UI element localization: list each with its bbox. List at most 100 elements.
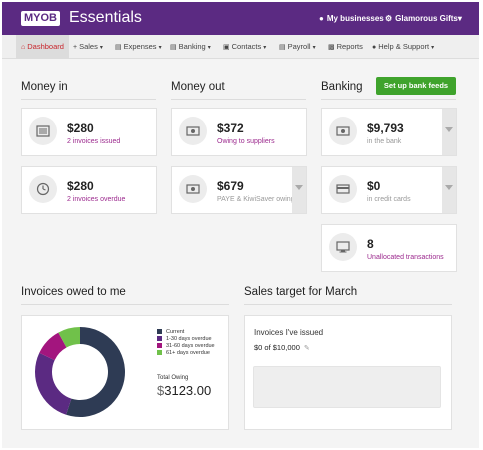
invoices-overdue-link[interactable]: 2 invoices overdue — [67, 196, 126, 203]
bank-expand-toggle[interactable] — [442, 109, 456, 155]
money-icon — [179, 117, 207, 145]
unallocated-link[interactable]: Unallocated transactions — [367, 254, 444, 261]
sales-target-progress: $0 of $10,000 ✎ — [254, 343, 310, 352]
user-icon: ● — [319, 14, 324, 23]
donut-slice-1-30[interactable] — [34, 352, 72, 415]
nav-label: Banking — [178, 42, 206, 51]
divider — [21, 304, 229, 305]
chevron-down-icon: ▾ — [263, 45, 267, 51]
bank-icon: ▤ — [170, 44, 177, 51]
nav-reports[interactable]: ▩ Reports — [323, 35, 368, 59]
legend-swatch — [157, 350, 162, 355]
nav-label: Payroll — [287, 42, 311, 51]
nav-payroll[interactable]: ▤ Payroll ▾ — [274, 35, 321, 59]
invoices-overdue-card[interactable]: $280 2 invoices overdue — [21, 166, 157, 214]
nav-label: Contacts — [231, 42, 262, 51]
divider — [321, 99, 456, 100]
banking-title: Banking — [321, 81, 363, 93]
money-out-title: Money out — [171, 81, 225, 93]
donut-slice-31-60[interactable] — [39, 332, 67, 361]
invoices-issued-label: Invoices I've issued — [254, 328, 324, 337]
unallocated-card[interactable]: 8 Unallocated transactions — [321, 224, 457, 272]
donut-slice-61-plus[interactable] — [58, 327, 80, 348]
legend-label: 61+ days overdue — [166, 350, 210, 356]
donut-slice-current[interactable] — [66, 327, 125, 417]
invoice-icon — [29, 117, 57, 145]
credit-card-icon — [329, 175, 357, 203]
monitor-icon — [329, 233, 357, 261]
owing-to-suppliers-link[interactable]: Owing to suppliers — [217, 138, 275, 145]
credit-expand-toggle[interactable] — [442, 167, 456, 213]
money-icon: ▤ — [115, 44, 122, 51]
home-icon: ⌂ — [21, 44, 26, 51]
divider — [21, 99, 156, 100]
in-the-bank-amount: $9,793 — [367, 121, 404, 135]
chevron-down-icon: ▾ — [431, 45, 435, 51]
money-in-title: Money in — [21, 81, 68, 93]
credit-cards-card[interactable]: $0 in credit cards — [321, 166, 457, 214]
nav-expenses[interactable]: ▤ Expenses ▾ — [110, 35, 167, 59]
divider — [171, 99, 306, 100]
sales-target-bar — [253, 366, 441, 408]
invoices-owed-title: Invoices owed to me — [21, 286, 126, 298]
chat-icon: ● — [372, 44, 377, 51]
legend-label: 1-30 days overdue — [166, 336, 212, 342]
myob-logo[interactable]: MYOB — [21, 11, 60, 26]
legend-swatch — [157, 329, 162, 334]
legend-swatch — [157, 343, 162, 348]
legend-label: Current — [166, 329, 185, 335]
nav-banking[interactable]: ▤ Banking ▾ — [165, 35, 216, 59]
invoices-issued-link[interactable]: 2 invoices issued — [67, 138, 121, 145]
product-name: Essentials — [69, 9, 142, 26]
chevron-down-icon: ▾ — [158, 45, 162, 51]
unallocated-count: 8 — [367, 237, 374, 251]
plus-icon: + — [73, 44, 78, 51]
invoices-donut-chart[interactable] — [34, 326, 126, 418]
chevron-down-icon — [295, 185, 303, 190]
money-icon — [329, 117, 357, 145]
paye-card[interactable]: $679 PAYE & KiwiSaver owing — [171, 166, 307, 214]
nav-help[interactable]: ● Help & Support ▾ — [367, 35, 439, 59]
nav-label: Dashboard — [27, 42, 64, 51]
nav-sales[interactable]: + Sales ▾ — [68, 35, 108, 59]
chevron-down-icon: ▾ — [99, 45, 103, 51]
total-owing-label: Total Owing — [157, 375, 189, 381]
chevron-down-icon — [445, 185, 453, 190]
legend-current: Current — [157, 329, 184, 336]
gear-icon: ⚙ — [385, 14, 393, 23]
invoices-issued-card[interactable]: $280 2 invoices issued — [21, 108, 157, 156]
main-nav: ⌂ Dashboard + Sales ▾ ▤ Expenses ▾ ▤ Banking ▾ … — [2, 35, 479, 59]
chart-icon: ▩ — [328, 44, 335, 51]
nav-label: Reports — [336, 42, 363, 51]
my-businesses-label: My businesses — [326, 14, 384, 23]
owing-to-suppliers-amount: $372 — [217, 121, 244, 135]
top-bar: MYOB Essentials ● My businesses ⚙ Glamorou… — [2, 2, 479, 35]
set-up-bank-feeds-button[interactable]: Set up bank feeds — [376, 77, 456, 95]
legend-swatch — [157, 336, 162, 341]
pencil-icon[interactable]: ✎ — [303, 345, 310, 352]
chevron-down-icon — [445, 127, 453, 132]
invoices-overdue-amount: $280 — [67, 179, 94, 193]
owing-to-suppliers-card[interactable]: $372 Owing to suppliers — [171, 108, 307, 156]
sales-target-title: Sales target for March — [244, 286, 358, 298]
legend-label: 31-60 days overdue — [166, 343, 215, 349]
business-menu[interactable]: ⚙ Glamorous Gifts▾ — [385, 14, 462, 24]
credit-cards-amount: $0 — [367, 179, 381, 193]
my-businesses-link[interactable]: ● My businesses — [319, 14, 384, 24]
paye-expand-toggle[interactable] — [292, 167, 306, 213]
nav-contacts[interactable]: ▣ Contacts ▾ — [218, 35, 271, 59]
in-the-bank-card[interactable]: $9,793 in the bank — [321, 108, 457, 156]
nav-label: Expenses — [123, 42, 157, 51]
invoices-issued-amount: $280 — [67, 121, 94, 135]
money-icon — [179, 175, 207, 203]
legend-31-60: 31-60 days overdue — [157, 343, 215, 350]
credit-cards-label: in credit cards — [367, 196, 411, 203]
chevron-down-icon: ▾ — [312, 45, 316, 51]
legend-61-plus: 61+ days overdue — [157, 350, 210, 357]
sales-target-text: $0 of $10,000 — [254, 343, 300, 352]
currency-symbol: $ — [157, 383, 165, 398]
in-the-bank-label: in the bank — [367, 138, 402, 145]
nav-dashboard[interactable]: ⌂ Dashboard — [16, 35, 69, 59]
legend-1-30: 1-30 days overdue — [157, 336, 212, 343]
divider — [244, 304, 452, 305]
